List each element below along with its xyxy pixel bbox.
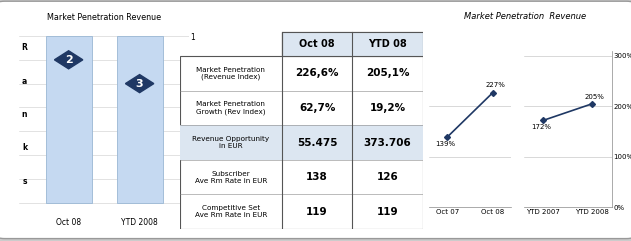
Bar	[117, 36, 163, 203]
Text: R: R	[21, 43, 28, 52]
Text: 205%: 205%	[585, 94, 605, 100]
Bar	[282, 32, 423, 56]
Bar	[45, 36, 91, 203]
Polygon shape	[126, 74, 154, 93]
Text: Market Penetration
Growth (Rev Index): Market Penetration Growth (Rev Index)	[196, 101, 266, 115]
Text: a: a	[22, 77, 27, 86]
Text: 2: 2	[65, 55, 73, 65]
Bar	[180, 125, 423, 160]
Text: Competitive Set
Ave Rm Rate in EUR: Competitive Set Ave Rm Rate in EUR	[195, 205, 267, 218]
Text: Subscriber
Ave Rm Rate in EUR: Subscriber Ave Rm Rate in EUR	[195, 171, 267, 184]
Text: Revenue Opportunity
in EUR: Revenue Opportunity in EUR	[192, 136, 269, 149]
Text: 55.475: 55.475	[297, 138, 338, 147]
Bar	[180, 56, 423, 229]
Bar	[282, 32, 423, 229]
Text: 119: 119	[377, 207, 398, 217]
Text: 226,6%: 226,6%	[295, 68, 339, 78]
Text: 172%: 172%	[531, 124, 551, 130]
Text: 3: 3	[136, 79, 143, 89]
Text: n: n	[22, 110, 27, 119]
Text: s: s	[22, 177, 27, 186]
Polygon shape	[54, 51, 83, 69]
Text: 62,7%: 62,7%	[299, 103, 335, 113]
Text: YTD 08: YTD 08	[368, 39, 407, 49]
Text: 205,1%: 205,1%	[366, 68, 410, 78]
Text: 138: 138	[306, 172, 328, 182]
Text: 227%: 227%	[485, 82, 505, 88]
Text: 119: 119	[306, 207, 328, 217]
Text: 373.706: 373.706	[363, 138, 411, 147]
Text: 19,2%: 19,2%	[370, 103, 406, 113]
Title: Market Penetration Revenue: Market Penetration Revenue	[47, 13, 161, 22]
Text: Oct 08: Oct 08	[299, 39, 335, 49]
Text: 139%: 139%	[435, 141, 455, 147]
Text: 126: 126	[377, 172, 398, 182]
Text: Market Penetration  Revenue: Market Penetration Revenue	[464, 12, 586, 21]
Text: k: k	[22, 143, 27, 152]
Bar	[282, 32, 423, 56]
Text: Market Penetration
(Revenue Index): Market Penetration (Revenue Index)	[196, 67, 265, 80]
